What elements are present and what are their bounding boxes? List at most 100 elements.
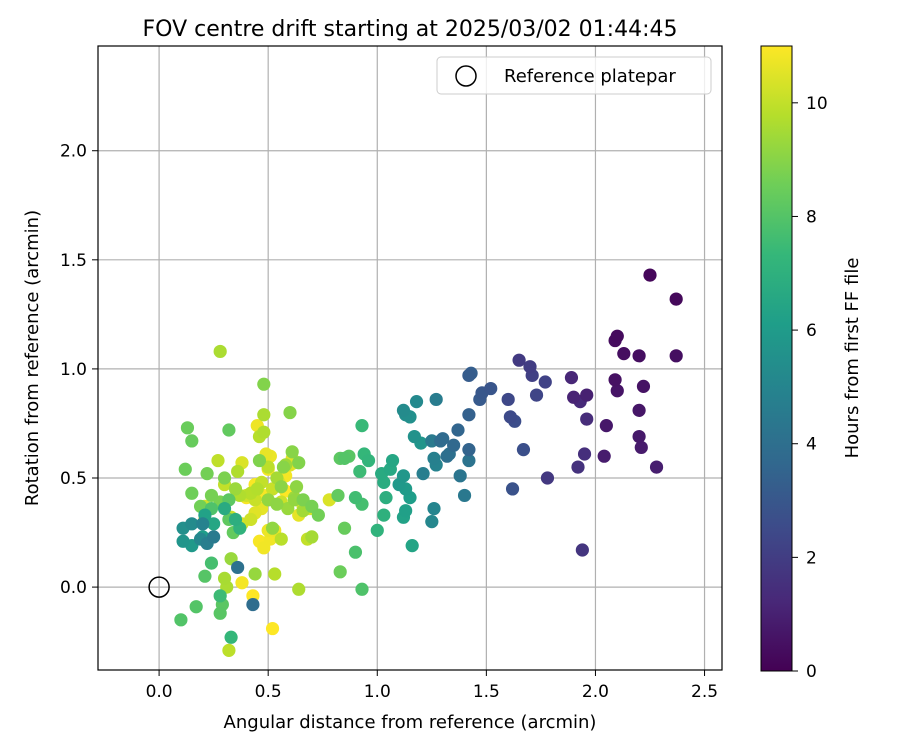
- data-point: [396, 469, 411, 483]
- data-point: [484, 381, 498, 396]
- data-point: [292, 456, 306, 470]
- x-axis-label: Angular distance from reference (arcmin): [224, 712, 597, 733]
- y-tick-label: 2.0: [60, 142, 87, 162]
- data-point: [540, 471, 555, 485]
- data-point: [361, 453, 376, 468]
- chart-title: FOV centre drift starting at 2025/03/02 …: [143, 17, 678, 42]
- data-point: [289, 480, 304, 494]
- data-point: [632, 403, 646, 417]
- data-point: [516, 443, 531, 457]
- data-point: [575, 543, 589, 557]
- legend-marker-open-circle: [455, 65, 477, 87]
- data-point: [610, 329, 624, 343]
- data-point: [337, 521, 352, 535]
- data-point: [204, 488, 219, 503]
- data-point: [385, 453, 400, 468]
- x-axis-ticks: 0.0 0.5 1.0 1.5 2.0 2.5: [146, 670, 718, 702]
- colorbar-tick-label: 4: [806, 435, 817, 455]
- x-tick-label: 1.0: [364, 682, 391, 702]
- data-point: [207, 517, 221, 531]
- data-point: [669, 349, 683, 363]
- y-axis-ticks: 0.0 0.5 1.0 1.5 2.0: [60, 142, 98, 598]
- data-point: [436, 432, 450, 446]
- legend-label-reference: Reference platepar: [504, 66, 676, 87]
- data-point: [379, 491, 393, 505]
- data-point: [599, 419, 613, 433]
- data-point: [257, 425, 271, 439]
- data-point: [274, 532, 288, 546]
- data-point: [634, 440, 648, 455]
- data-point: [204, 556, 219, 570]
- data-point: [174, 613, 188, 627]
- data-point: [505, 482, 520, 496]
- data-point: [608, 373, 622, 387]
- plot-frame: [97, 45, 723, 671]
- data-point: [355, 582, 369, 596]
- data-point: [292, 582, 306, 596]
- plot-area: [98, 46, 722, 670]
- data-point: [462, 408, 476, 422]
- data-point: [429, 392, 443, 407]
- data-point: [348, 491, 363, 505]
- data-point: [407, 429, 421, 444]
- data-point: [228, 512, 243, 527]
- data-point: [305, 530, 319, 544]
- y-tick-label: 0.0: [60, 578, 87, 598]
- data-point: [447, 438, 461, 452]
- data-point: [178, 462, 192, 476]
- data-point: [580, 412, 594, 426]
- data-points: [174, 268, 683, 657]
- data-point: [207, 530, 221, 544]
- data-point: [577, 447, 592, 461]
- data-point: [211, 453, 225, 468]
- y-tick-label: 0.5: [60, 469, 87, 489]
- data-point: [185, 486, 199, 500]
- data-point: [396, 403, 411, 417]
- data-point: [198, 569, 212, 583]
- data-point: [462, 443, 476, 457]
- data-point: [580, 388, 594, 402]
- data-point: [337, 451, 352, 465]
- data-point: [636, 379, 651, 393]
- data-point: [265, 521, 280, 535]
- data-point: [427, 451, 441, 465]
- colorbar-tick-label: 6: [806, 321, 817, 341]
- data-point: [270, 497, 284, 511]
- data-point: [331, 488, 345, 503]
- data-point: [348, 545, 363, 559]
- data-point: [276, 460, 291, 474]
- data-point: [283, 405, 297, 420]
- data-point: [597, 449, 611, 463]
- data-point: [649, 460, 664, 474]
- data-point: [523, 360, 537, 374]
- data-point: [669, 292, 683, 306]
- data-point: [610, 384, 624, 398]
- data-point: [377, 508, 391, 522]
- legend: Reference platepar: [436, 56, 712, 95]
- x-tick-label: 0.0: [146, 682, 173, 702]
- colorbar-tick-label: 2: [806, 548, 817, 568]
- reference-point-layer: [148, 576, 170, 598]
- data-point: [252, 453, 267, 468]
- y-tick-label: 1.5: [60, 251, 87, 271]
- data-point: [217, 571, 232, 585]
- data-point: [416, 467, 430, 481]
- data-point: [213, 606, 227, 620]
- grid-lines: [98, 46, 722, 670]
- x-tick-label: 2.5: [691, 682, 718, 702]
- x-tick-label: 2.0: [582, 682, 609, 702]
- data-point: [222, 643, 236, 657]
- data-point: [185, 434, 199, 448]
- colorbar-tick-label: 0: [806, 662, 817, 682]
- data-point: [189, 600, 203, 614]
- data-point: [512, 353, 526, 367]
- data-point: [285, 445, 299, 459]
- data-point: [355, 419, 369, 433]
- data-point: [213, 344, 227, 359]
- data-point: [564, 371, 579, 385]
- data-point: [503, 410, 517, 424]
- colorbar-label: Hours from first FF file: [842, 258, 863, 459]
- data-point: [425, 515, 439, 529]
- data-point: [176, 534, 190, 548]
